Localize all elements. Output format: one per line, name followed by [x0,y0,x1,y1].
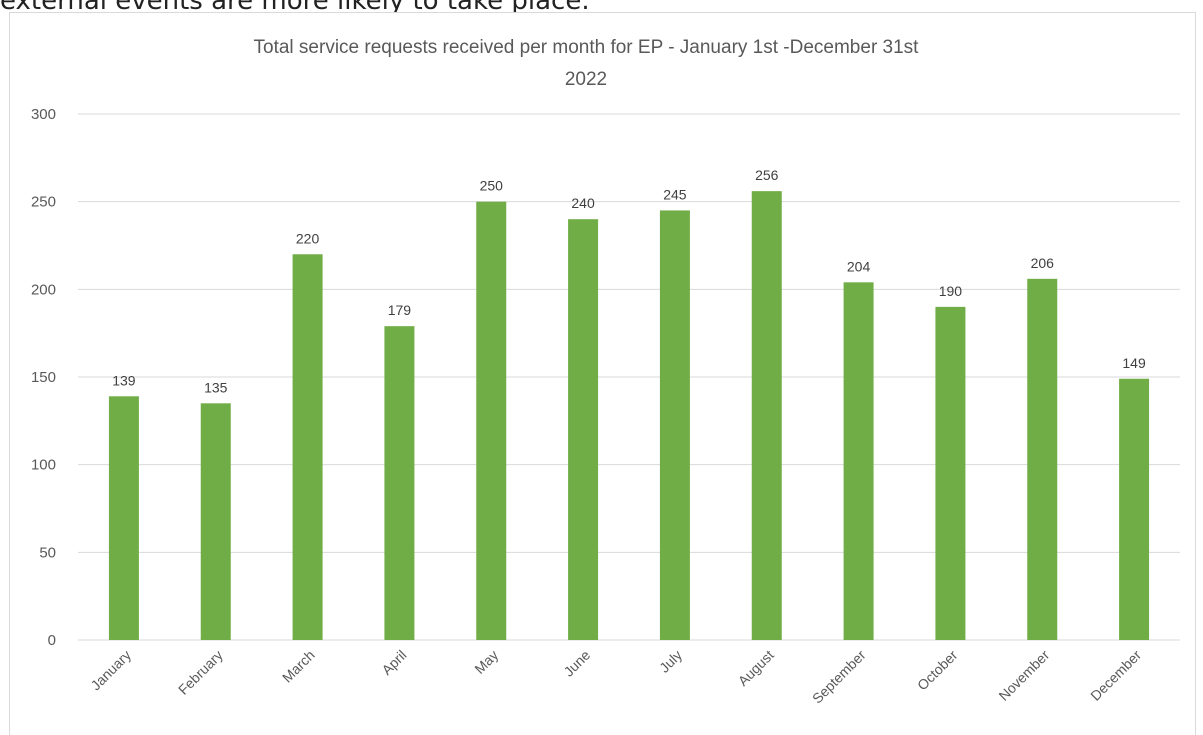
data-label: 135 [204,379,228,395]
x-tick-label: February [175,647,226,698]
bar [108,396,139,640]
x-tick-label: November [995,647,1052,704]
bar [659,210,690,640]
y-tick-label: 100 [31,457,56,474]
data-label: 149 [1122,355,1146,371]
chart-title-line2: 2022 [565,69,607,90]
x-tick-label: June [560,647,593,680]
data-label: 139 [112,372,136,388]
data-label: 220 [296,230,320,246]
data-label: 204 [847,258,871,274]
y-tick-label: 50 [39,544,56,561]
y-tick-label: 150 [31,369,56,386]
x-tick-label: July [656,647,685,676]
bar [1027,278,1058,640]
bar [292,254,323,640]
data-label: 245 [663,186,687,202]
y-tick-label: 300 [31,106,56,123]
bar [476,201,507,640]
x-tick-label: September [809,647,869,707]
bar [751,191,782,640]
data-label: 190 [939,283,963,299]
data-label: 256 [755,167,779,183]
y-tick-label: 0 [48,632,56,649]
chart-title-line1: Total service requests received per mont… [254,37,920,58]
x-tick-label: May [471,647,501,677]
x-tick-label: January [88,647,135,694]
x-tick-label: October [914,647,961,694]
data-label: 179 [388,302,412,318]
bar [384,326,415,640]
y-tick-label: 200 [31,281,56,298]
data-label: 206 [1031,255,1055,271]
x-tick-label: August [735,647,777,689]
y-tick-label: 250 [31,194,56,211]
data-label: 240 [571,195,595,211]
x-tick-label: April [378,647,409,678]
x-tick-label: March [279,647,318,686]
bar [935,306,966,640]
bar [1119,378,1150,640]
bar [200,403,231,640]
data-label: 250 [480,178,504,194]
bar [568,219,599,640]
bar [843,282,874,640]
x-tick-label: December [1087,647,1144,704]
